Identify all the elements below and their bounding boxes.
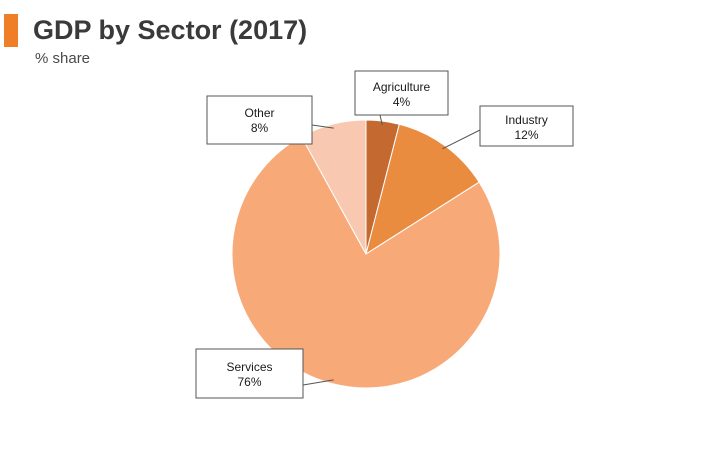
slice-label-other: Other: [244, 106, 274, 120]
leader-line-other: [311, 124, 334, 129]
chart-subtitle: % share: [35, 50, 91, 67]
slice-value-industry: 12%: [514, 128, 538, 142]
callout-industry: Industry 12%: [479, 105, 574, 147]
callout-other: Other 8%: [206, 95, 313, 145]
pie-slice-industry: [365, 123, 480, 256]
pie-slices: [231, 119, 501, 389]
leader-line-services: [302, 379, 334, 386]
callout-agriculture: Agriculture 4%: [354, 70, 449, 116]
callout-box-services: [195, 348, 304, 399]
title-accent-bar: [4, 14, 18, 47]
slice-label-agriculture: Agriculture: [373, 80, 431, 94]
slice-value-other: 8%: [251, 121, 269, 135]
pie-slice-services: [231, 135, 501, 389]
callout-box-other: [206, 95, 313, 145]
chart-title: GDP by Sector (2017): [33, 15, 308, 45]
leader-line-industry: [442, 129, 481, 150]
callout-box-industry: [479, 105, 574, 147]
callout-box-agriculture: [354, 70, 449, 116]
callout-leaders: [302, 114, 481, 386]
slice-label-services: Services: [226, 360, 272, 374]
slice-value-services: 76%: [237, 375, 261, 389]
callout-services: Services 76%: [195, 348, 304, 399]
slice-label-industry: Industry: [505, 113, 548, 127]
slice-value-agriculture: 4%: [393, 95, 411, 109]
leader-line-agriculture: [379, 114, 383, 126]
